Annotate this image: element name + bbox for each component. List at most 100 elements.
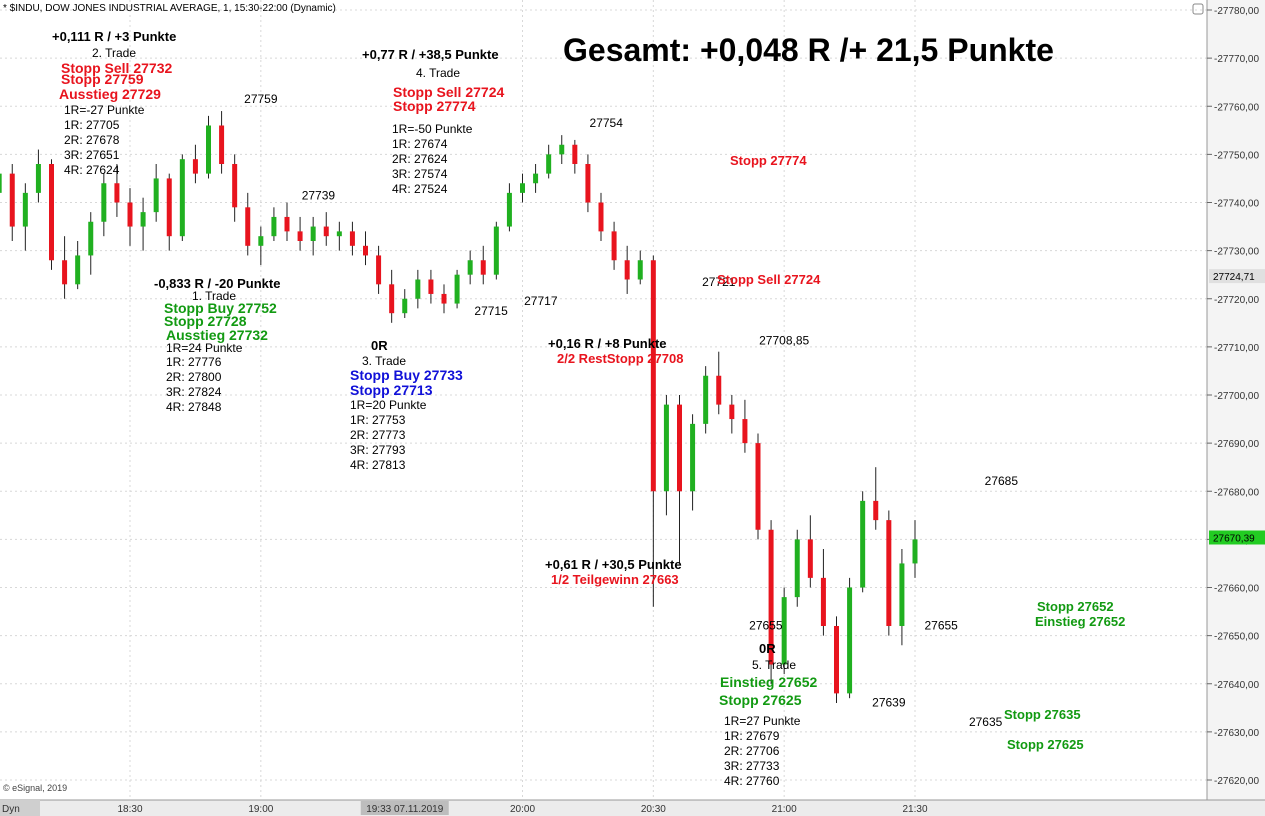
- price-axis-ticks: -27780,00 -27770,00 -27760,00 -27750,00 -277…: [1207, 6, 1259, 787]
- swing-labels: 27759 27739 27715 27717 27754 27721 27708,85 27…: [244, 92, 1018, 729]
- candle-body: [520, 183, 525, 193]
- price-axis[interactable]: [1207, 0, 1265, 800]
- candle-body: [9, 173, 15, 227]
- price-tick-label: -27660,00: [1214, 584, 1259, 595]
- trade3-stop: Stopp 27713: [350, 382, 433, 398]
- candle-body: [297, 231, 303, 241]
- trade1-stop: Stopp 27728: [164, 313, 247, 329]
- price-tick-label: -27630,00: [1214, 728, 1259, 739]
- trade2-r3: 3R: 27651: [64, 148, 120, 162]
- trade3-r1: 1R: 27753: [350, 413, 406, 427]
- time-axis-ticks: 18:30 19:00 19:33 07.11.2019 20:00 20:30 21:0…: [117, 801, 928, 815]
- candle-body: [35, 164, 41, 193]
- swing-label: 27759: [244, 92, 278, 106]
- trade1-result: -0,833 R / -20 Punkte: [154, 276, 281, 291]
- trade5-entry: Einstieg 27652: [720, 674, 818, 690]
- candle-body: [598, 202, 604, 232]
- cursor-time-box: [360, 801, 449, 815]
- trade5-result: 0R: [759, 641, 776, 656]
- trade1-risk: 1R=24 Punkte: [166, 341, 243, 355]
- time-axis[interactable]: [0, 800, 1265, 816]
- time-tick-label: 20:00: [510, 804, 535, 815]
- trade2-r2: 2R: 27678: [64, 133, 120, 147]
- note-rest-stopp: 2/2 RestStopp 27708: [557, 351, 684, 366]
- candle-body: [546, 154, 552, 174]
- trade1-exit: Ausstieg 27732: [166, 327, 268, 343]
- candle-body: [899, 563, 905, 626]
- trade4-r2: 2R: 27624: [392, 152, 448, 166]
- trade4-r4: 4R: 27524: [392, 182, 448, 196]
- trade4-r3: 3R: 27574: [392, 167, 448, 181]
- swing-label: 27685: [985, 474, 1019, 488]
- note-stopp-27635: Stopp 27635: [1004, 707, 1081, 722]
- note-stopp-27652: Stopp 27652: [1037, 599, 1114, 614]
- time-tick-label: 21:30: [902, 804, 927, 815]
- trade4-r1: 1R: 27674: [392, 137, 448, 151]
- candle-body: [349, 231, 355, 246]
- trade3-result: 0R: [371, 338, 388, 353]
- candle-body: [807, 539, 813, 578]
- candle-body: [650, 260, 656, 492]
- candle-body: [389, 284, 395, 314]
- candle-body: [192, 159, 198, 174]
- candle-body: [363, 245, 368, 256]
- trade1-r3: 3R: 27824: [166, 385, 222, 399]
- price-tick-label: -27650,00: [1214, 632, 1259, 643]
- candle-body: [0, 173, 2, 193]
- candle-body: [49, 164, 54, 261]
- price-marker-label: 27670,39: [1213, 533, 1255, 544]
- trade1-name: 1. Trade: [192, 289, 237, 303]
- time-tick-label: 18:30: [117, 804, 142, 815]
- price-tick-label: -27690,00: [1214, 439, 1259, 450]
- candle-body: [284, 216, 290, 232]
- candle-body: [860, 500, 866, 588]
- candle-body: [755, 443, 761, 530]
- price-marker: [1209, 530, 1265, 545]
- trade3-name: 3. Trade: [362, 354, 407, 368]
- trade5-r1: 1R: 27679: [724, 729, 780, 743]
- candle-body: [559, 144, 565, 155]
- price-tick-label: -27620,00: [1214, 776, 1259, 787]
- candle-body: [271, 216, 277, 237]
- candle-body: [232, 164, 238, 208]
- candle-body: [572, 144, 578, 164]
- trade1-r4: 4R: 27848: [166, 400, 222, 414]
- swing-label: 27708,85: [759, 333, 809, 347]
- price-tick-label: -27680,00: [1214, 487, 1259, 498]
- candle-body: [22, 192, 28, 227]
- price-tick-label: -27710,00: [1214, 343, 1259, 354]
- price-markers: 27724,71 27670,39: [1209, 269, 1265, 545]
- candle-body: [493, 226, 499, 275]
- candle-body: [467, 260, 473, 275]
- chart-menu-icon[interactable]: [1192, 3, 1204, 15]
- candle-body: [402, 298, 408, 314]
- time-tick-label: 21:00: [772, 804, 797, 815]
- candle-body: [820, 577, 826, 626]
- candle-body: [480, 260, 486, 275]
- candle-body: [415, 279, 421, 299]
- candles: [0, 111, 918, 703]
- candle-body: [153, 178, 159, 213]
- candle-body: [258, 236, 264, 246]
- trade1-entry: Stopp Buy 27752: [164, 300, 277, 316]
- price-marker: [1209, 269, 1265, 284]
- candle-body: [454, 274, 460, 304]
- dyn-label: Dyn: [2, 804, 20, 815]
- price-tick-label: -27780,00: [1214, 6, 1259, 17]
- trade1-r2: 2R: 27800: [166, 370, 222, 384]
- trade5-stop: Stopp 27625: [719, 692, 802, 708]
- candle-body: [873, 500, 879, 521]
- candle-body: [428, 279, 434, 294]
- candle-body: [703, 375, 709, 424]
- candle-body: [742, 419, 748, 444]
- note-teil-result: +0,61 R / +30,5 Punkte: [545, 557, 682, 572]
- candle-body: [794, 539, 800, 598]
- trade2-risk: 1R=-27 Punkte: [64, 103, 145, 117]
- swing-label: 27655: [749, 619, 783, 633]
- candle-body: [637, 260, 643, 280]
- candle-body: [140, 212, 146, 227]
- trade5-name: 5. Trade: [752, 658, 797, 672]
- dyn-button[interactable]: [0, 800, 40, 816]
- price-marker-label: 27724,71: [1213, 272, 1255, 283]
